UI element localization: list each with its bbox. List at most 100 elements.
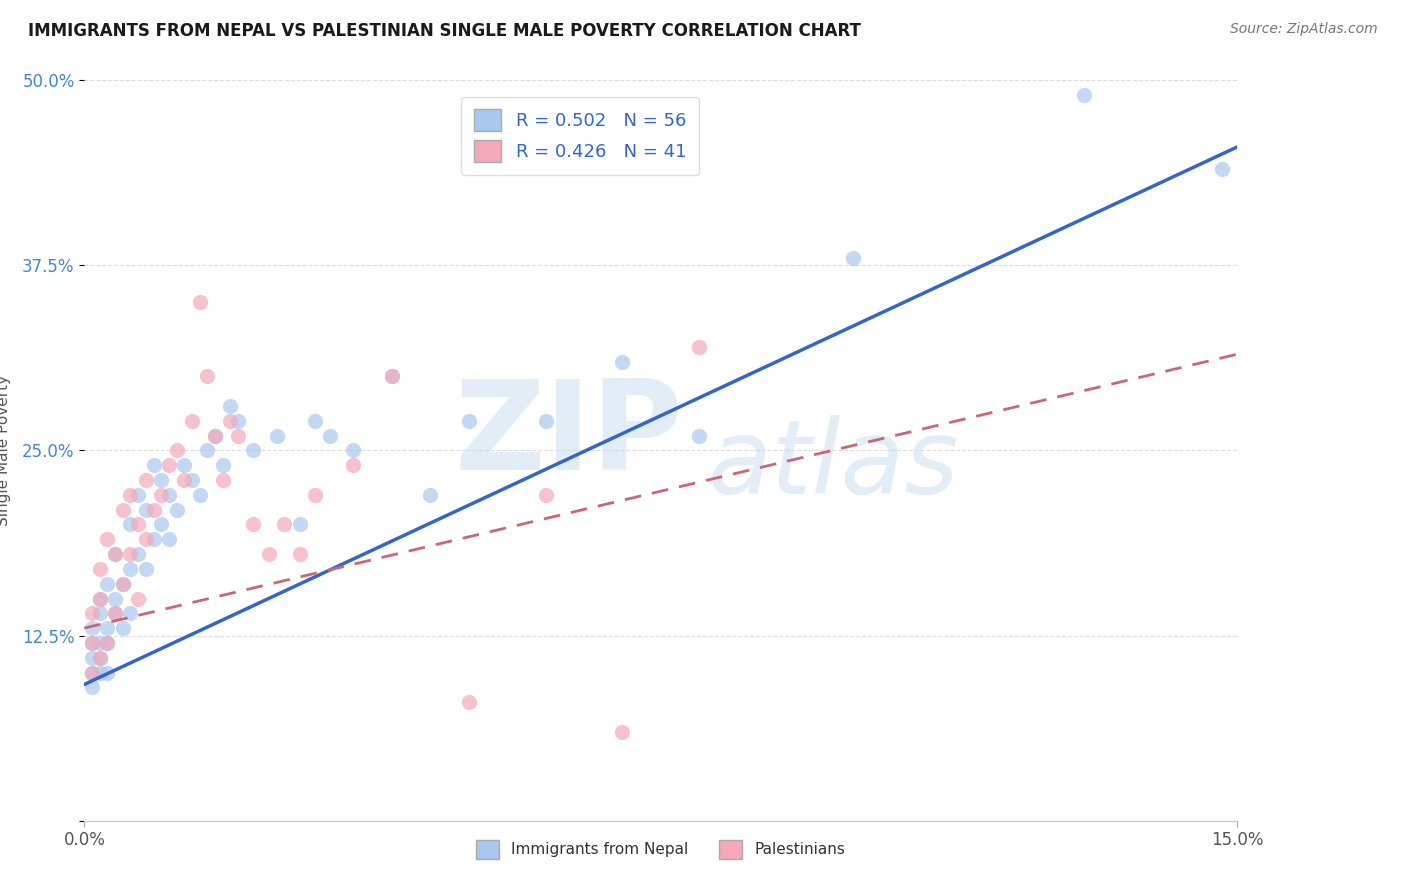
Point [257, 547, 280, 561]
Point [96, 621, 118, 635]
Point [80, 636, 103, 650]
Point [89, 650, 111, 665]
Point [204, 428, 226, 442]
Text: IMMIGRANTS FROM NEPAL VS PALESTINIAN SINGLE MALE POVERTY CORRELATION CHART: IMMIGRANTS FROM NEPAL VS PALESTINIAN SIN… [28, 22, 860, 40]
Point [89, 607, 111, 621]
Point [127, 591, 149, 606]
Point [135, 473, 157, 487]
Point [89, 591, 111, 606]
Point [96, 576, 118, 591]
Point [157, 488, 180, 502]
Point [173, 458, 195, 473]
Point [150, 488, 173, 502]
Point [120, 517, 142, 532]
Point [80, 607, 103, 621]
Point [120, 488, 142, 502]
Point [150, 517, 173, 532]
Point [135, 533, 157, 547]
Point [111, 502, 134, 516]
Point [120, 607, 142, 621]
Point [127, 547, 149, 561]
Y-axis label: Single Male Poverty: Single Male Poverty [0, 375, 11, 526]
Point [157, 533, 180, 547]
Point [157, 458, 180, 473]
Point [273, 517, 295, 532]
Point [80, 650, 103, 665]
Point [304, 488, 326, 502]
Point [111, 576, 134, 591]
Point [226, 414, 249, 428]
Point [688, 340, 710, 354]
Point [342, 443, 364, 458]
Point [1211, 162, 1233, 177]
Point [304, 414, 326, 428]
Point [96, 665, 118, 680]
Point [1073, 88, 1095, 103]
Point [319, 428, 342, 442]
Point [173, 473, 195, 487]
Point [226, 428, 249, 442]
Point [534, 414, 557, 428]
Point [188, 488, 211, 502]
Point [381, 369, 404, 384]
Point [381, 369, 404, 384]
Point [242, 517, 264, 532]
Point [181, 473, 204, 487]
Point [612, 724, 634, 739]
Point [842, 251, 865, 265]
Point [288, 547, 311, 561]
Point [135, 562, 157, 576]
Point [127, 488, 149, 502]
Point [104, 591, 127, 606]
Point [142, 502, 165, 516]
Point [242, 443, 264, 458]
Point [104, 547, 127, 561]
Point [96, 636, 118, 650]
Point [188, 295, 211, 310]
Point [89, 562, 111, 576]
Point [204, 428, 226, 442]
Point [166, 443, 188, 458]
Legend: Immigrants from Nepal, Palestinians: Immigrants from Nepal, Palestinians [470, 834, 852, 865]
Point [89, 650, 111, 665]
Point [195, 443, 218, 458]
Point [211, 473, 233, 487]
Point [80, 621, 103, 635]
Point [80, 636, 103, 650]
Point [219, 399, 242, 413]
Point [135, 502, 157, 516]
Point [120, 547, 142, 561]
Point [89, 591, 111, 606]
Point [195, 369, 218, 384]
Point [612, 354, 634, 368]
Point [142, 458, 165, 473]
Point [80, 665, 103, 680]
Point [534, 488, 557, 502]
Point [688, 428, 710, 442]
Point [89, 636, 111, 650]
Point [96, 636, 118, 650]
Point [96, 533, 118, 547]
Point [166, 502, 188, 516]
Point [111, 621, 134, 635]
Point [89, 665, 111, 680]
Point [111, 576, 134, 591]
Point [104, 607, 127, 621]
Point [219, 414, 242, 428]
Point [181, 414, 204, 428]
Point [288, 517, 311, 532]
Point [104, 547, 127, 561]
Text: Source: ZipAtlas.com: Source: ZipAtlas.com [1230, 22, 1378, 37]
Text: atlas: atlas [709, 416, 959, 516]
Point [127, 517, 149, 532]
Point [150, 473, 173, 487]
Point [419, 488, 441, 502]
Text: ZIP: ZIP [454, 376, 683, 496]
Point [457, 695, 479, 709]
Point [120, 562, 142, 576]
Point [211, 458, 233, 473]
Point [80, 665, 103, 680]
Point [457, 414, 479, 428]
Point [142, 533, 165, 547]
Point [266, 428, 288, 442]
